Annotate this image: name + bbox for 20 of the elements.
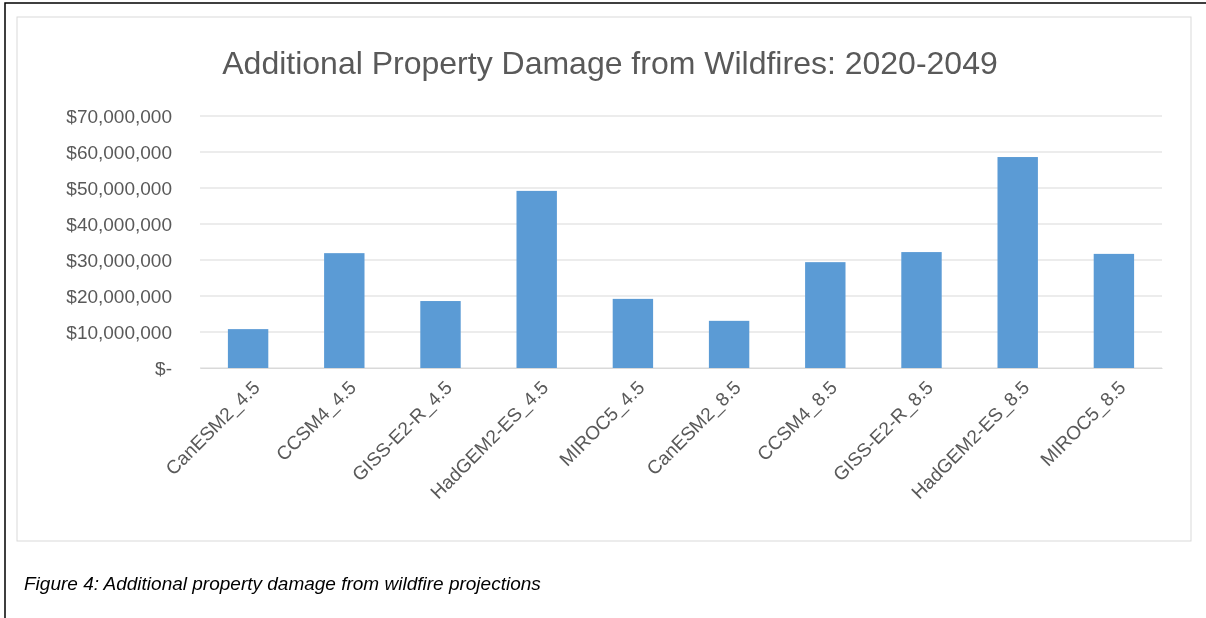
y-tick-label: $30,000,000 [66, 249, 172, 271]
bar [516, 190, 557, 368]
bar [901, 252, 942, 368]
y-tick-label: $20,000,000 [66, 285, 172, 307]
bar [708, 320, 750, 368]
y-tick-label: $10,000,000 [66, 321, 172, 343]
bar [324, 253, 365, 368]
bar [420, 301, 461, 368]
y-tick-label: $60,000,000 [66, 141, 172, 163]
y-tick-label: $40,000,000 [66, 213, 172, 235]
bar [1093, 253, 1135, 368]
y-tick-label: $70,000,000 [66, 105, 172, 127]
chart-title: Additional Property Damage from Wildfires: 2020-2049 [222, 45, 998, 81]
y-tick-label: $50,000,000 [66, 177, 172, 199]
bar [227, 329, 269, 368]
y-tick-label: $- [155, 357, 172, 379]
bar [612, 298, 654, 368]
bar [805, 262, 846, 368]
bar [997, 157, 1038, 368]
caption: Figure 4: Additional property damage from wildfire projections [24, 573, 542, 594]
